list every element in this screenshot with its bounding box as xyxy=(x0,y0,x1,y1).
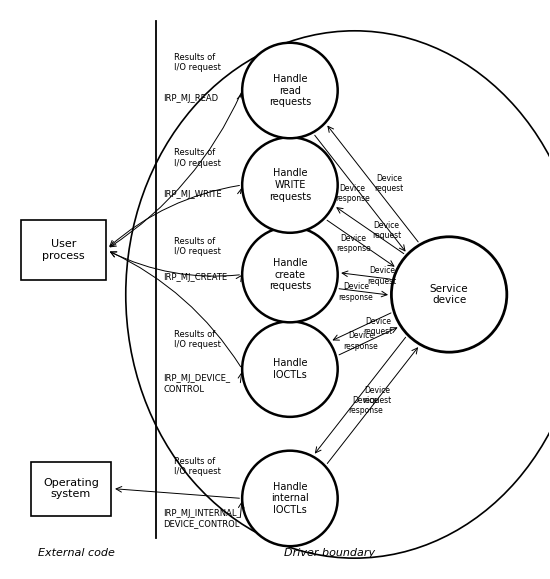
Text: Device
response: Device response xyxy=(344,331,378,351)
Text: IRP_MJ_INTERNAL_
DEVICE_CONTROL: IRP_MJ_INTERNAL_ DEVICE_CONTROL xyxy=(163,508,241,528)
Text: Results of
I/O request: Results of I/O request xyxy=(173,237,221,256)
Text: Handle
IOCTLs: Handle IOCTLs xyxy=(273,358,307,380)
Circle shape xyxy=(242,321,338,417)
Text: Device
request: Device request xyxy=(372,221,401,240)
Text: Device
request: Device request xyxy=(364,317,393,336)
Text: Handle
WRITE
requests: Handle WRITE requests xyxy=(269,168,311,201)
Text: Handle
internal
IOCTLs: Handle internal IOCTLs xyxy=(271,482,309,515)
Text: Device
response: Device response xyxy=(336,184,370,203)
Text: IRP_MJ_WRITE: IRP_MJ_WRITE xyxy=(163,190,222,200)
Text: IRP_MJ_READ: IRP_MJ_READ xyxy=(163,94,219,103)
Text: Results of
I/O request: Results of I/O request xyxy=(173,329,221,349)
Text: Operating
system: Operating system xyxy=(43,478,99,499)
Text: External code: External code xyxy=(37,548,114,558)
Text: Device
request: Device request xyxy=(362,386,392,405)
Text: Handle
read
requests: Handle read requests xyxy=(269,74,311,107)
Text: Device
response: Device response xyxy=(339,282,373,302)
Bar xyxy=(31,461,111,516)
Text: Driver boundary: Driver boundary xyxy=(284,548,375,558)
Text: Service
device: Service device xyxy=(430,284,469,305)
Text: Device
response: Device response xyxy=(336,234,371,253)
Text: IRP_MJ_DEVICE_
CONTROL: IRP_MJ_DEVICE_ CONTROL xyxy=(163,374,230,394)
Circle shape xyxy=(242,137,338,233)
Circle shape xyxy=(392,237,507,352)
Bar xyxy=(21,220,106,280)
Text: Results of
I/O request: Results of I/O request xyxy=(173,148,221,168)
Text: Results of
I/O request: Results of I/O request xyxy=(173,457,221,477)
Circle shape xyxy=(242,450,338,546)
Text: Handle
create
requests: Handle create requests xyxy=(269,258,311,291)
Circle shape xyxy=(242,43,338,138)
Text: Results of
I/O request: Results of I/O request xyxy=(173,53,221,72)
Text: Device
request: Device request xyxy=(367,266,397,285)
Text: IRP_MJ_CREATE: IRP_MJ_CREATE xyxy=(163,273,228,282)
Text: Device
request: Device request xyxy=(375,174,404,193)
Text: User
process: User process xyxy=(42,239,85,261)
Circle shape xyxy=(242,227,338,323)
Text: Device
response: Device response xyxy=(348,395,383,415)
